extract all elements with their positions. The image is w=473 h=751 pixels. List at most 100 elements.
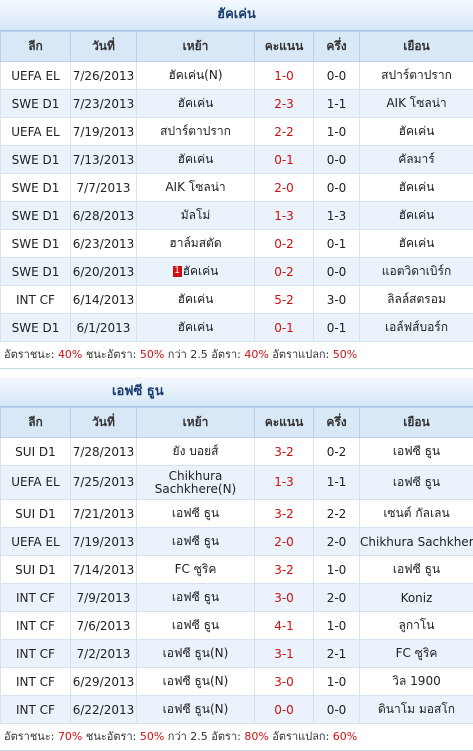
away-team-link[interactable]: แอตวิดาเบิร์ก	[360, 258, 473, 286]
league-cell: SUI D1	[1, 438, 71, 466]
stat-win-label: อัตราชนะ:	[4, 730, 54, 743]
halftime-cell: 1-0	[314, 118, 360, 146]
league-cell: SWE D1	[1, 90, 71, 118]
home-team-link[interactable]: ฮัคเค่น	[137, 146, 255, 174]
away-team-link[interactable]: AIK โซลน่า	[360, 90, 473, 118]
date-cell: 6/1/2013	[71, 314, 137, 342]
home-team-link[interactable]: มัลโม่	[137, 202, 255, 230]
score-cell: 2-0	[255, 174, 314, 202]
col-date: วันที่	[71, 32, 137, 62]
halftime-cell: 3-0	[314, 286, 360, 314]
date-cell: 6/22/2013	[71, 696, 137, 724]
stat-odd-label: อัตราแปลก:	[272, 348, 329, 361]
home-team-link[interactable]: ฮัคเค่น	[137, 90, 255, 118]
home-team-link[interactable]: AIK โซลน่า	[137, 174, 255, 202]
home-team-link[interactable]: ฮัคเค่น(N)	[137, 62, 255, 90]
away-team-link[interactable]: สปาร์ตาปราก	[360, 62, 473, 90]
home-team-link[interactable]: เอฟซี ธูน(N)	[137, 696, 255, 724]
away-team-link[interactable]: Chikhura Sachkhere	[360, 528, 473, 556]
home-team-link[interactable]: FC ซูริค	[137, 556, 255, 584]
league-cell: SUI D1	[1, 556, 71, 584]
score-cell: 2-3	[255, 90, 314, 118]
home-team-link[interactable]: เอฟซี ธูน	[137, 500, 255, 528]
stat-handicap-value: 50%	[140, 348, 164, 361]
home-team-link[interactable]: ฮัคเค่น	[137, 286, 255, 314]
date-cell: 7/14/2013	[71, 556, 137, 584]
date-cell: 7/19/2013	[71, 118, 137, 146]
away-team-link[interactable]: ฮัคเค่น	[360, 174, 473, 202]
home-team-link[interactable]: เอฟซี ธูน(N)	[137, 640, 255, 668]
stat-handicap-value: 50%	[140, 730, 164, 743]
home-team-link[interactable]: เอฟซี ธูน	[137, 612, 255, 640]
home-team-link[interactable]: ฮัคเค่น	[137, 314, 255, 342]
league-cell: INT CF	[1, 612, 71, 640]
stat-handicap-label: ชนะอัตรา:	[86, 730, 136, 743]
stat-over-label: กว่า 2.5 อัตรา:	[168, 348, 241, 361]
halftime-cell: 2-1	[314, 640, 360, 668]
away-team-link[interactable]: Koniz	[360, 584, 473, 612]
date-cell: 7/25/2013	[71, 466, 137, 500]
date-cell: 6/14/2013	[71, 286, 137, 314]
date-cell: 7/2/2013	[71, 640, 137, 668]
score-cell: 0-0	[255, 696, 314, 724]
col-away: เยือน	[360, 32, 473, 62]
date-cell: 7/21/2013	[71, 500, 137, 528]
away-team-link[interactable]: ฮัคเค่น	[360, 118, 473, 146]
league-cell: SWE D1	[1, 146, 71, 174]
away-team-link[interactable]: เอล์ฟส์บอร์ก	[360, 314, 473, 342]
home-team-link[interactable]: เอฟซี ธูน	[137, 584, 255, 612]
team2-stats: อัตราชนะ: 70% ชนะอัตรา: 50% กว่า 2.5 อัต…	[0, 724, 473, 751]
team2-title: เอฟซี ธูน	[0, 377, 473, 407]
score-cell: 1-0	[255, 62, 314, 90]
home-team-name[interactable]: ฮัคเค่น	[183, 264, 219, 278]
away-team-link[interactable]: ฮัคเค่น	[360, 230, 473, 258]
league-cell: UEFA EL	[1, 62, 71, 90]
halftime-cell: 2-0	[314, 584, 360, 612]
home-team-link[interactable]: ฮาล์มสตัด	[137, 230, 255, 258]
halftime-cell: 1-3	[314, 202, 360, 230]
home-team-link[interactable]: เอฟซี ธูน(N)	[137, 668, 255, 696]
away-team-link[interactable]: ดินาโม มอสโก	[360, 696, 473, 724]
away-team-link[interactable]: FC ซูริค	[360, 640, 473, 668]
score-cell: 1-3	[255, 466, 314, 500]
away-team-link[interactable]: เอฟซี ธูน	[360, 466, 473, 500]
team1-table: ลีก วันที่ เหย้า คะแนน ครึ่ง เยือน UEFA …	[0, 31, 473, 342]
away-team-link[interactable]: เอฟซี ธูน	[360, 556, 473, 584]
score-cell: 2-0	[255, 528, 314, 556]
team1-stats: อัตราชนะ: 40% ชนะอัตรา: 50% กว่า 2.5 อัต…	[0, 342, 473, 369]
home-team-link[interactable]: สปาร์ตาปราก	[137, 118, 255, 146]
away-team-link[interactable]: ลิลล์สตรอม	[360, 286, 473, 314]
score-cell: 0-2	[255, 230, 314, 258]
home-team-link[interactable]: เอฟซี ธูน	[137, 528, 255, 556]
col-league: ลีก	[1, 32, 71, 62]
away-team-link[interactable]: เซนต์ กัลเลน	[360, 500, 473, 528]
halftime-cell: 0-0	[314, 696, 360, 724]
halftime-cell: 0-0	[314, 258, 360, 286]
away-team-link[interactable]: ฮัคเค่น	[360, 202, 473, 230]
score-cell: 0-1	[255, 314, 314, 342]
league-cell: INT CF	[1, 584, 71, 612]
stat-win-value: 70%	[58, 730, 82, 743]
away-team-link[interactable]: ลูกาโน	[360, 612, 473, 640]
away-team-link[interactable]: เอฟซี ธูน	[360, 438, 473, 466]
league-cell: UEFA EL	[1, 528, 71, 556]
away-team-link[interactable]: คัลมาร์	[360, 146, 473, 174]
halftime-cell: 0-0	[314, 146, 360, 174]
date-cell: 6/20/2013	[71, 258, 137, 286]
col-half: ครึ่ง	[314, 408, 360, 438]
away-team-link[interactable]: วิล 1900	[360, 668, 473, 696]
home-team-link[interactable]: ยัง บอยส์	[137, 438, 255, 466]
halftime-cell: 1-0	[314, 556, 360, 584]
halftime-cell: 1-1	[314, 466, 360, 500]
home-team-link[interactable]: Chikhura Sachkhere(N)	[137, 466, 255, 500]
